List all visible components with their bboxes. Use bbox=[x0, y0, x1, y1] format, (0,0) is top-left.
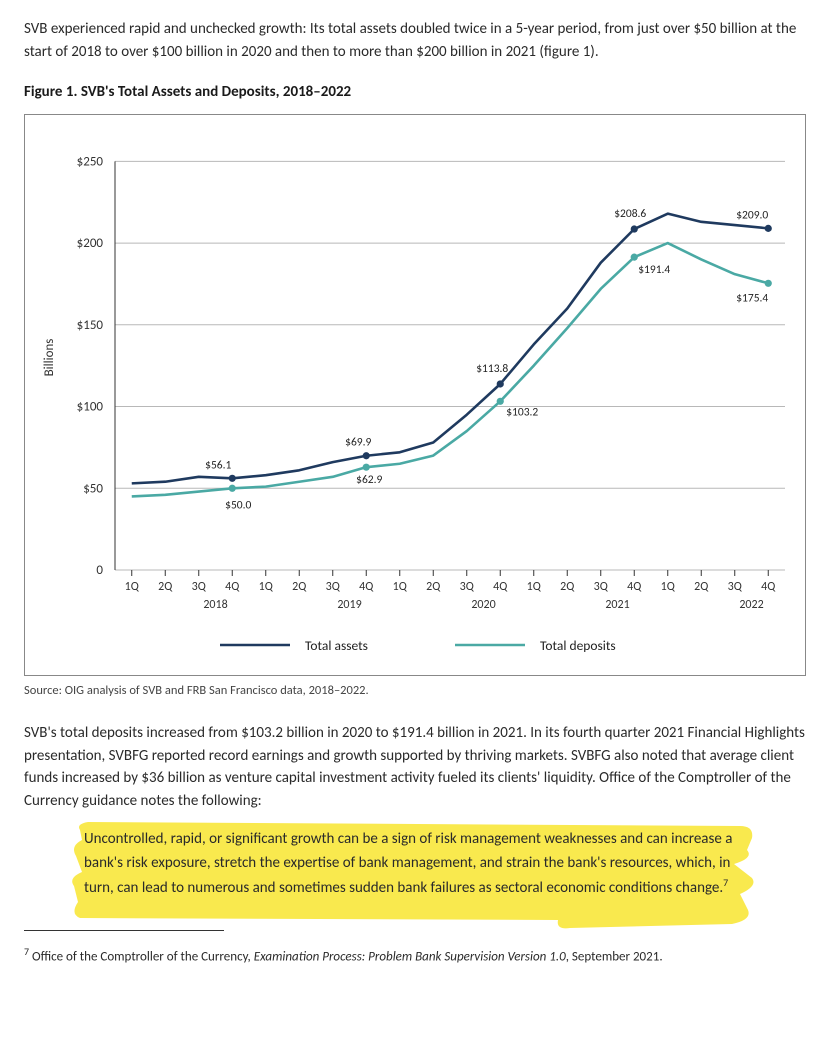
footnote-text-b: , September 2021. bbox=[566, 949, 663, 964]
svg-text:1Q: 1Q bbox=[661, 580, 676, 594]
svg-text:1Q: 1Q bbox=[125, 580, 140, 594]
svg-text:2Q: 2Q bbox=[694, 580, 709, 594]
footnote-italic: Examination Process: Problem Bank Superv… bbox=[254, 949, 566, 964]
footnote-rule bbox=[24, 930, 224, 931]
svg-text:$200: $200 bbox=[77, 236, 104, 251]
body-paragraph: SVB's total deposits increased from $103… bbox=[24, 722, 807, 812]
svg-text:0: 0 bbox=[96, 563, 103, 578]
quote-footnote-ref: 7 bbox=[723, 876, 728, 889]
svg-text:$56.1: $56.1 bbox=[205, 458, 231, 472]
svg-text:2020: 2020 bbox=[471, 598, 495, 612]
svg-text:$69.9: $69.9 bbox=[345, 435, 371, 449]
svg-text:$209.0: $209.0 bbox=[736, 208, 768, 222]
svg-text:$103.2: $103.2 bbox=[506, 405, 538, 419]
svg-text:2019: 2019 bbox=[337, 598, 361, 612]
svg-text:2Q: 2Q bbox=[560, 580, 575, 594]
svg-text:4Q: 4Q bbox=[493, 580, 508, 594]
svg-text:$50.0: $50.0 bbox=[225, 498, 251, 512]
svg-text:$191.4: $191.4 bbox=[638, 263, 670, 277]
svg-text:3Q: 3Q bbox=[192, 580, 207, 594]
footnote: 7 Office of the Comptroller of the Curre… bbox=[24, 944, 807, 967]
svg-text:Total deposits: Total deposits bbox=[540, 637, 616, 654]
svg-text:$100: $100 bbox=[77, 399, 104, 414]
svg-text:$150: $150 bbox=[77, 317, 104, 332]
svg-text:3Q: 3Q bbox=[728, 580, 743, 594]
line-chart: 0 $50 $100 $150 $200 $250 1Q 2Q 3Q 4Q 1Q 2Q 3Q 4Q 1Q 2Q… bbox=[25, 115, 805, 675]
svg-text:$113.8: $113.8 bbox=[476, 361, 508, 375]
svg-text:2018: 2018 bbox=[203, 598, 227, 612]
footnote-text-a: Office of the Comptroller of the Currenc… bbox=[29, 949, 254, 964]
svg-text:2Q: 2Q bbox=[158, 580, 173, 594]
svg-text:Total assets: Total assets bbox=[305, 637, 368, 654]
intro-paragraph: SVB experienced rapid and unchecked grow… bbox=[24, 18, 807, 63]
svg-text:1Q: 1Q bbox=[393, 580, 408, 594]
svg-text:1Q: 1Q bbox=[259, 580, 274, 594]
svg-text:2022: 2022 bbox=[739, 598, 763, 612]
svg-text:2021: 2021 bbox=[605, 598, 629, 612]
svg-text:3Q: 3Q bbox=[326, 580, 341, 594]
svg-text:$50: $50 bbox=[83, 481, 103, 496]
svg-text:3Q: 3Q bbox=[594, 580, 609, 594]
svg-text:2Q: 2Q bbox=[426, 580, 441, 594]
chart-container: 0 $50 $100 $150 $200 $250 1Q 2Q 3Q 4Q 1Q 2Q 3Q 4Q 1Q 2Q… bbox=[24, 114, 806, 676]
svg-text:3Q: 3Q bbox=[460, 580, 475, 594]
highlighted-quote: Uncontrolled, rapid, or significant grow… bbox=[80, 826, 745, 904]
svg-text:4Q: 4Q bbox=[761, 580, 776, 594]
svg-text:4Q: 4Q bbox=[225, 580, 240, 594]
svg-text:$208.6: $208.6 bbox=[614, 207, 646, 221]
svg-text:1Q: 1Q bbox=[527, 580, 542, 594]
svg-text:Billions: Billions bbox=[42, 338, 57, 376]
quote-text: Uncontrolled, rapid, or significant grow… bbox=[84, 830, 732, 897]
svg-text:$175.4: $175.4 bbox=[736, 291, 768, 305]
svg-text:2Q: 2Q bbox=[292, 580, 307, 594]
svg-text:4Q: 4Q bbox=[627, 580, 642, 594]
chart-source: Source: OIG analysis of SVB and FRB San … bbox=[24, 682, 807, 701]
svg-text:$250: $250 bbox=[77, 154, 104, 169]
svg-text:4Q: 4Q bbox=[359, 580, 374, 594]
figure-title: Figure 1. SVB's Total Assets and Deposit… bbox=[24, 81, 807, 104]
svg-text:$62.9: $62.9 bbox=[356, 473, 382, 487]
